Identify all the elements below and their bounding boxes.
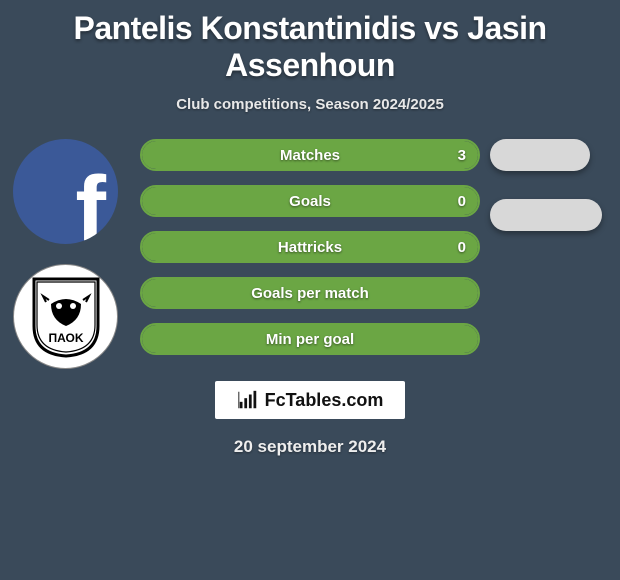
comparison-body: ΠΑΟΚ Matches 3 Goals 0 Hattricks 0	[0, 139, 620, 369]
bar-label: Goals per match	[251, 285, 369, 302]
right-pill	[490, 139, 590, 171]
stats-bars: Matches 3 Goals 0 Hattricks 0 Goals per …	[140, 139, 480, 355]
page-title: Pantelis Konstantinidis vs Jasin Assenho…	[0, 10, 620, 84]
bar-value: 3	[458, 147, 466, 164]
paok-badge-icon: ΠΑΟΚ	[31, 276, 101, 358]
bar-value: 0	[458, 239, 466, 256]
bar-value: 0	[458, 193, 466, 210]
subtitle: Club competitions, Season 2024/2025	[176, 96, 444, 113]
team-badge-avatar: ΠΑΟΚ	[13, 264, 118, 369]
date-text: 20 september 2024	[234, 437, 386, 457]
left-player-column: ΠΑΟΚ	[10, 139, 120, 369]
bar-min-per-goal: Min per goal	[140, 323, 480, 355]
bar-label: Goals	[289, 193, 331, 210]
bar-label: Matches	[280, 147, 340, 164]
bar-label: Min per goal	[266, 331, 354, 348]
right-player-pills	[490, 139, 600, 231]
bar-goals: Goals 0	[140, 185, 480, 217]
right-pill	[490, 199, 602, 231]
player-avatar-facebook	[13, 139, 118, 244]
comparison-card: Pantelis Konstantinidis vs Jasin Assenho…	[0, 0, 620, 580]
bar-matches: Matches 3	[140, 139, 480, 171]
bar-hattricks: Hattricks 0	[140, 231, 480, 263]
bar-chart-icon	[237, 389, 259, 411]
bar-goals-per-match: Goals per match	[140, 277, 480, 309]
bar-label: Hattricks	[278, 239, 342, 256]
svg-text:ΠΑΟΚ: ΠΑΟΚ	[48, 331, 83, 345]
source-badge: FcTables.com	[215, 381, 406, 419]
source-brand-text: FcTables.com	[265, 390, 384, 411]
